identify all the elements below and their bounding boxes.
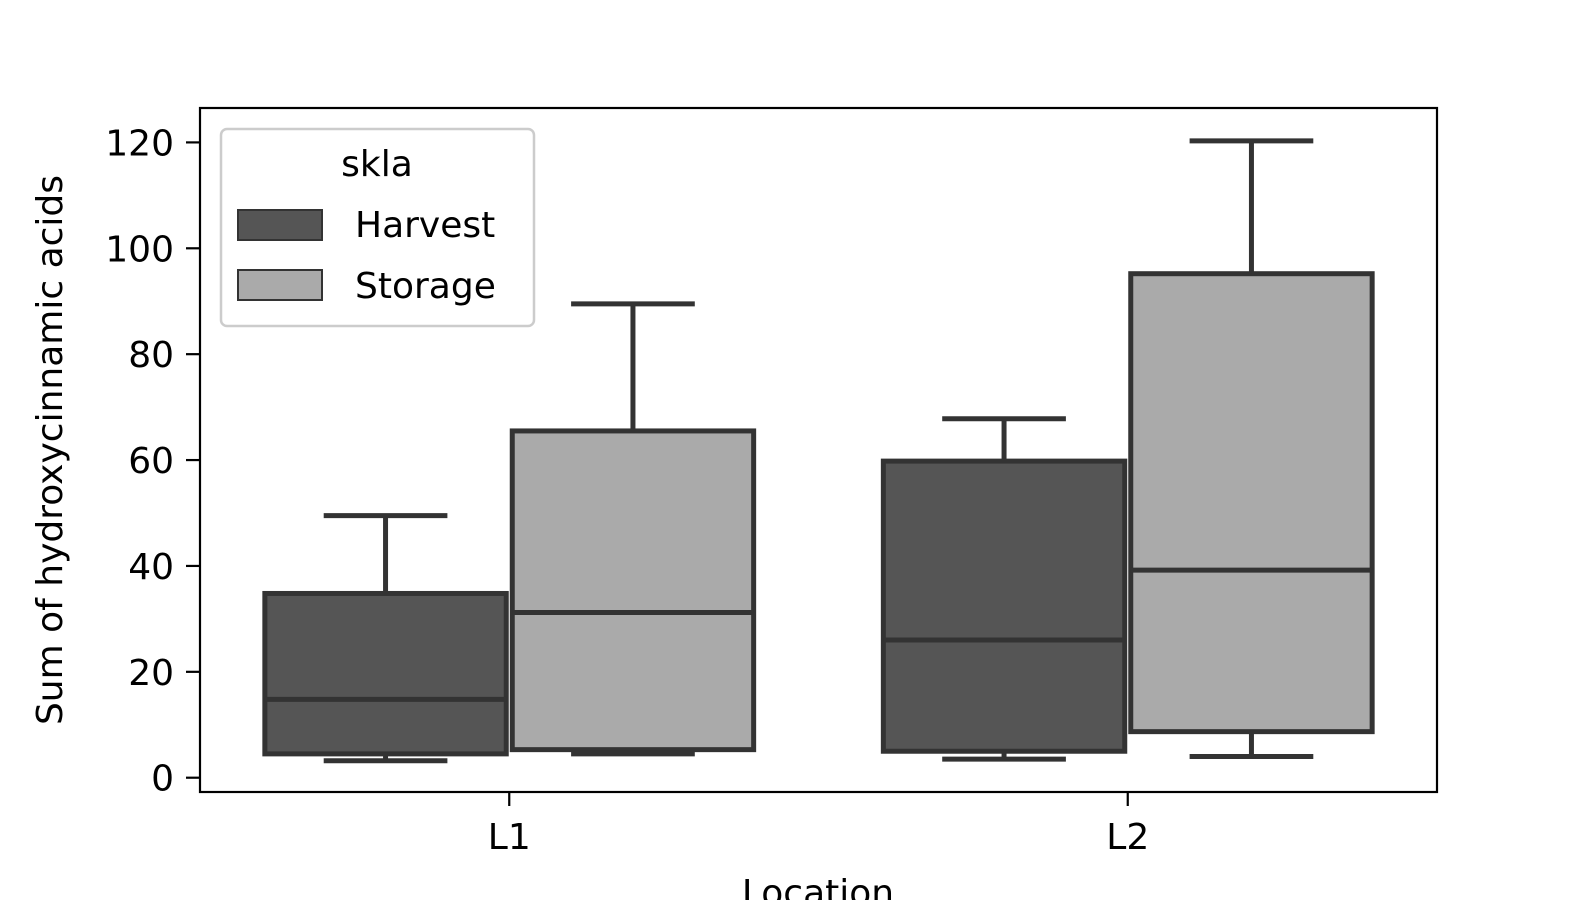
y-tick-label-20: 20 <box>128 653 174 694</box>
y-tick-label-0: 0 <box>151 759 174 800</box>
y-tick-label-100: 100 <box>105 229 174 270</box>
box-group-storage-l2 <box>1128 138 1375 760</box>
y-tick-label-60: 60 <box>128 441 174 482</box>
legend-label-harvest: Harvest <box>355 205 495 246</box>
box-harvest-l1 <box>262 590 509 757</box>
y-tick-label-80: 80 <box>128 335 174 376</box>
x-tick-label-l2: L2 <box>1106 817 1149 858</box>
plot-frame <box>198 106 1439 794</box>
box-group-storage-l1 <box>509 301 757 757</box>
x-axis-title: Location <box>742 873 894 900</box>
legend-label-storage: Storage <box>355 266 496 307</box>
legend-title: skla <box>341 144 413 185</box>
y-tick-label-40: 40 <box>128 547 174 588</box>
boxes-layer <box>262 138 1375 764</box>
legend: skla Harvest Storage <box>219 127 536 328</box>
box-group-harvest-l2 <box>880 416 1128 762</box>
y-tick-label-120: 120 <box>105 123 174 164</box>
y-axis: 0 20 40 60 80 100 120 <box>105 123 200 800</box>
box-group-harvest-l1 <box>262 513 509 764</box>
x-tick-label-l1: L1 <box>488 817 531 858</box>
legend-swatch-harvest <box>237 209 323 241</box>
legend-swatch-storage <box>237 269 323 301</box>
box-harvest-l2 <box>880 458 1128 754</box>
x-axis: L1 L2 <box>488 792 1149 858</box>
box-storage-l1 <box>509 428 757 753</box>
box-storage-l2 <box>1128 271 1375 735</box>
y-axis-title: Sum of hydroxycinnamic acids <box>30 175 71 725</box>
